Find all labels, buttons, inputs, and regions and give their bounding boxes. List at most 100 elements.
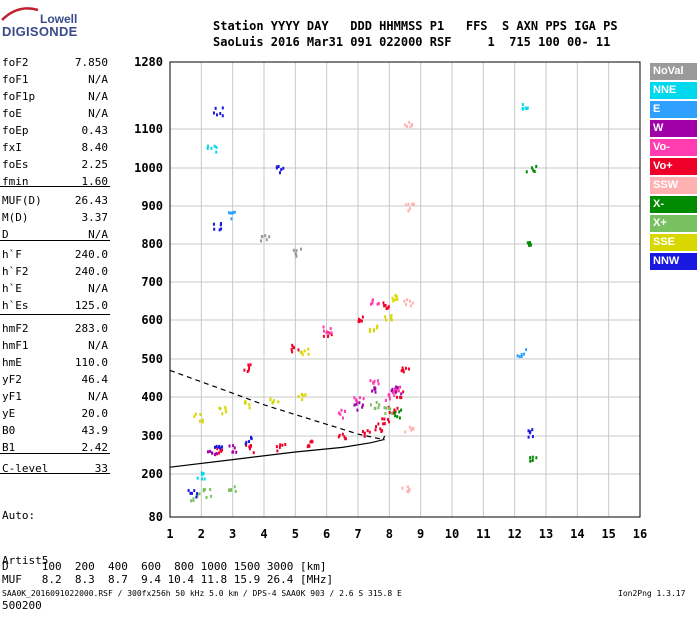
- footer-file-info: SAA0K_2016091022000.RSF / 300fx256h 50 k…: [2, 589, 402, 598]
- param-row: h`F2 240.0: [2, 265, 108, 280]
- data-point: [213, 444, 224, 450]
- param-value: N/A: [88, 228, 108, 241]
- data-point: [403, 298, 414, 308]
- data-point: [400, 366, 410, 374]
- chart-data-points: [187, 103, 538, 503]
- y-tick-label: 300: [141, 429, 163, 443]
- data-point: [404, 120, 414, 129]
- y-tick-label: 500: [141, 352, 163, 366]
- data-point: [384, 393, 396, 402]
- param-row: h`E N/A: [2, 282, 108, 297]
- data-point: [361, 429, 371, 438]
- logo-digisonde: DIGISONDE: [2, 24, 78, 39]
- data-point: [202, 487, 213, 499]
- data-point: [357, 315, 364, 324]
- param-row: foE N/A: [2, 107, 108, 122]
- y-tick-label: 80: [149, 510, 163, 524]
- data-point: [299, 347, 310, 357]
- data-point: [353, 396, 365, 404]
- data-point: [369, 400, 381, 410]
- param-value: N/A: [88, 339, 108, 352]
- param-value: 20.0: [81, 407, 109, 420]
- param-label: hmE: [2, 356, 22, 369]
- param-value: 7.850: [74, 56, 108, 69]
- param-row: C-level 33: [2, 462, 108, 477]
- param-label: B1: [2, 441, 16, 454]
- x-tick-label: 4: [260, 527, 267, 541]
- legend-item-x-: X+: [650, 215, 697, 232]
- x-tick-label: 16: [633, 527, 647, 541]
- data-point: [212, 106, 224, 118]
- param-value: 2.42: [81, 441, 109, 454]
- param-row: B1 2.42: [2, 441, 108, 456]
- param-value: N/A: [88, 282, 108, 295]
- param-label: foF2: [2, 56, 29, 69]
- param-row: foF2 7.850: [2, 56, 108, 71]
- param-separator: [0, 186, 110, 187]
- data-point: [244, 435, 253, 446]
- param-value: 43.9: [81, 424, 109, 437]
- param-label: h`E: [2, 282, 22, 295]
- x-tick-labels: 1 2 3 4 5 6 7 8 9 10 11 12 13 14 15 16: [166, 527, 647, 541]
- param-value: 3.37: [81, 211, 109, 224]
- param-row: yF2 46.4: [2, 373, 108, 388]
- data-point: [371, 386, 377, 394]
- data-point: [193, 412, 204, 424]
- logo-swoosh-icon: [1, 7, 39, 21]
- profile-curve-dashed: [169, 369, 385, 441]
- data-point: [228, 444, 238, 454]
- data-point: [269, 397, 280, 405]
- param-row: fxI 8.40: [2, 141, 108, 156]
- param-value: 8.40: [81, 141, 109, 154]
- x-tick-label: 6: [323, 527, 330, 541]
- data-point: [275, 443, 287, 453]
- data-point: [516, 348, 528, 359]
- y-tick-label: 800: [141, 237, 163, 251]
- data-point: [322, 325, 333, 335]
- data-point: [196, 471, 206, 481]
- x-tick-label: 8: [386, 527, 393, 541]
- legend-item-e: E: [650, 101, 697, 118]
- param-row: foEp 0.43: [2, 124, 108, 139]
- param-row: D N/A: [2, 228, 108, 243]
- param-separator: [0, 314, 110, 315]
- legend-item-nne: NNE: [650, 82, 697, 99]
- data-point: [527, 428, 534, 439]
- param-label: fxI: [2, 141, 22, 154]
- data-point: [206, 144, 218, 154]
- data-point: [404, 202, 415, 213]
- y-tick-label: 200: [141, 467, 163, 481]
- legend-item-nnw: NNW: [650, 253, 697, 270]
- param-value: 1.60: [81, 175, 109, 188]
- header-line-1: Station YYYY DAY DDD HHMMSS P1 FFS S AXN…: [213, 19, 618, 33]
- legend-item-x-: X-: [650, 196, 697, 213]
- param-row: foEs 2.25: [2, 158, 108, 173]
- data-point: [353, 401, 364, 412]
- data-point: [292, 247, 302, 258]
- data-point: [384, 314, 393, 322]
- data-point: [368, 324, 379, 334]
- auto-program: Artist5: [2, 554, 49, 567]
- y-tick-label: 700: [141, 275, 163, 289]
- param-row: h`Es 125.0: [2, 299, 108, 314]
- param-label: h`F: [2, 248, 22, 261]
- data-point: [245, 443, 255, 455]
- param-value: N/A: [88, 390, 108, 403]
- param-label: foF1p: [2, 90, 36, 103]
- data-point: [290, 343, 300, 354]
- x-tick-label: 2: [198, 527, 205, 541]
- param-label: h`Es: [2, 299, 29, 312]
- data-point: [381, 417, 391, 426]
- param-label: foF1: [2, 73, 29, 86]
- param-value: 33: [94, 462, 108, 475]
- legend-item-noval: NoVal: [650, 63, 697, 80]
- param-row: foF1 N/A: [2, 73, 108, 88]
- y-tick-labels: 80 200 300 400 500 600 700 800 900 1000 1100 1280: [134, 55, 163, 524]
- legend-item-ssw: SSW: [650, 177, 697, 194]
- data-point: [227, 485, 237, 493]
- param-row: hmF1 N/A: [2, 339, 108, 354]
- param-value: N/A: [88, 90, 108, 103]
- parameter-panel: foF2 7.850 foF1 N/A foF1p N/A foE N/A foEp 0.43 fx…: [0, 0, 112, 540]
- data-point: [369, 298, 380, 306]
- data-point: [218, 405, 228, 416]
